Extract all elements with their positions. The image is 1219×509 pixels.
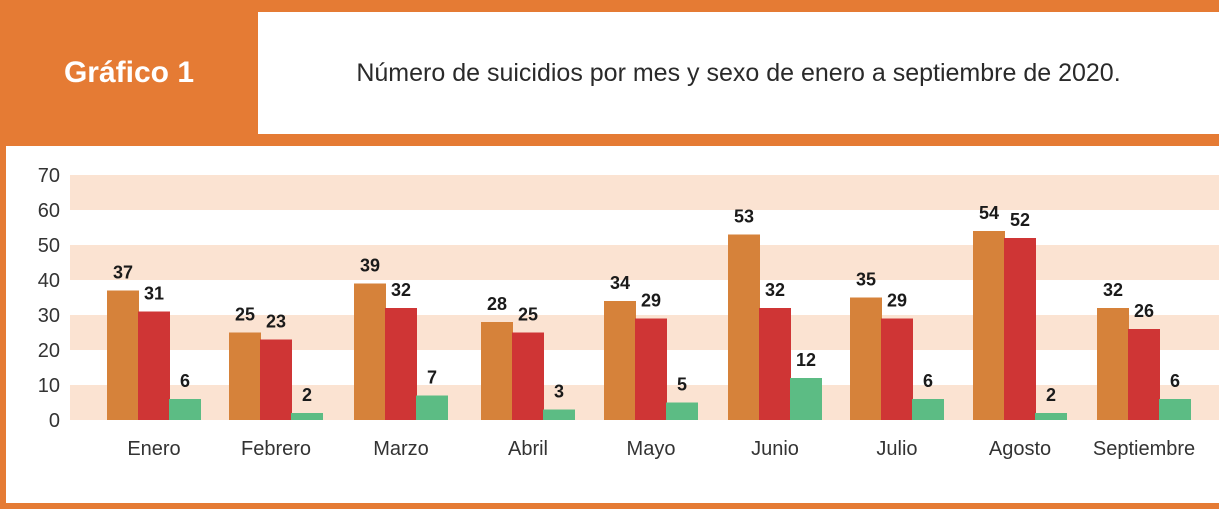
bar <box>790 378 822 420</box>
bar <box>354 283 386 420</box>
data-label: 32 <box>391 280 411 300</box>
bar <box>881 318 913 420</box>
x-tick-label: Enero <box>127 438 180 460</box>
x-tick-label: Agosto <box>989 438 1051 460</box>
bar <box>260 339 292 420</box>
y-axis: 0 10 20 30 40 50 60 70 <box>38 165 60 432</box>
bar <box>512 332 544 420</box>
chart-title-box: Número de suicidios por mes y sexo de en… <box>258 12 1219 134</box>
bar <box>1004 238 1036 420</box>
data-label: 23 <box>266 312 286 332</box>
bar <box>1159 399 1191 420</box>
data-label: 2 <box>302 385 312 405</box>
data-label: 29 <box>887 291 907 311</box>
bars-layer <box>107 231 1191 420</box>
x-tick-label: Mayo <box>627 438 676 460</box>
data-label: 31 <box>144 284 164 304</box>
y-tick-label: 40 <box>38 270 60 292</box>
data-label: 32 <box>1103 280 1123 300</box>
bar <box>912 399 944 420</box>
bar <box>1035 413 1067 420</box>
x-tick-label: Septiembre <box>1093 438 1195 460</box>
data-label: 6 <box>923 371 933 391</box>
bar <box>1128 329 1160 420</box>
bar <box>728 234 760 420</box>
chart-number-label: Gráfico 1 <box>63 56 195 89</box>
bar <box>1097 308 1129 420</box>
x-tick-label: Febrero <box>241 438 311 460</box>
data-label: 25 <box>518 305 538 325</box>
data-label: 2 <box>1046 385 1056 405</box>
chart-title: Número de suicidios por mes y sexo de en… <box>356 58 1121 87</box>
bar <box>291 413 323 420</box>
x-axis: Enero Febrero Marzo Abril Mayo Junio Julio Agos… <box>127 438 1195 460</box>
data-label: 3 <box>554 382 564 402</box>
x-tick-label: Junio <box>751 438 799 460</box>
bar <box>138 311 170 420</box>
bar <box>973 231 1005 420</box>
data-label: 6 <box>1170 371 1180 391</box>
data-label: 7 <box>427 368 437 388</box>
chart-number-tag: Gráfico 1 <box>0 12 258 134</box>
data-label: 54 <box>979 203 999 223</box>
bar <box>635 318 667 420</box>
grid-band <box>70 245 1219 280</box>
bar <box>385 308 417 420</box>
y-tick-label: 0 <box>49 410 60 432</box>
x-tick-label: Julio <box>876 438 917 460</box>
y-tick-label: 30 <box>38 305 60 327</box>
data-label: 34 <box>610 273 630 293</box>
data-label: 53 <box>734 207 754 227</box>
data-label: 6 <box>180 371 190 391</box>
bar <box>416 395 448 420</box>
bar <box>666 402 698 420</box>
bar <box>481 322 513 420</box>
bar <box>850 297 882 420</box>
y-tick-label: 20 <box>38 340 60 362</box>
x-tick-label: Abril <box>508 438 548 460</box>
data-label: 52 <box>1010 210 1030 230</box>
data-label: 28 <box>487 294 507 314</box>
y-tick-label: 60 <box>38 200 60 222</box>
bar <box>169 399 201 420</box>
x-tick-label: Marzo <box>373 438 429 460</box>
data-label: 37 <box>113 263 133 283</box>
y-tick-label: 10 <box>38 375 60 397</box>
data-label: 39 <box>360 256 380 276</box>
data-label: 29 <box>641 291 661 311</box>
data-label: 26 <box>1134 301 1154 321</box>
data-label: 35 <box>856 270 876 290</box>
y-tick-label: 70 <box>38 165 60 187</box>
chart-panel: 0 10 20 30 40 50 60 70 37 31 6 25 23 2 39 32 7 28 25 3 34 29… <box>6 146 1219 503</box>
bar <box>107 290 139 420</box>
bar <box>759 308 791 420</box>
grid-band <box>70 175 1219 210</box>
data-label: 32 <box>765 280 785 300</box>
data-label: 5 <box>677 375 687 395</box>
bar <box>604 301 636 420</box>
bar <box>229 332 261 420</box>
bar <box>543 409 575 420</box>
y-tick-label: 50 <box>38 235 60 257</box>
data-label: 12 <box>796 350 816 370</box>
data-label: 25 <box>235 305 255 325</box>
